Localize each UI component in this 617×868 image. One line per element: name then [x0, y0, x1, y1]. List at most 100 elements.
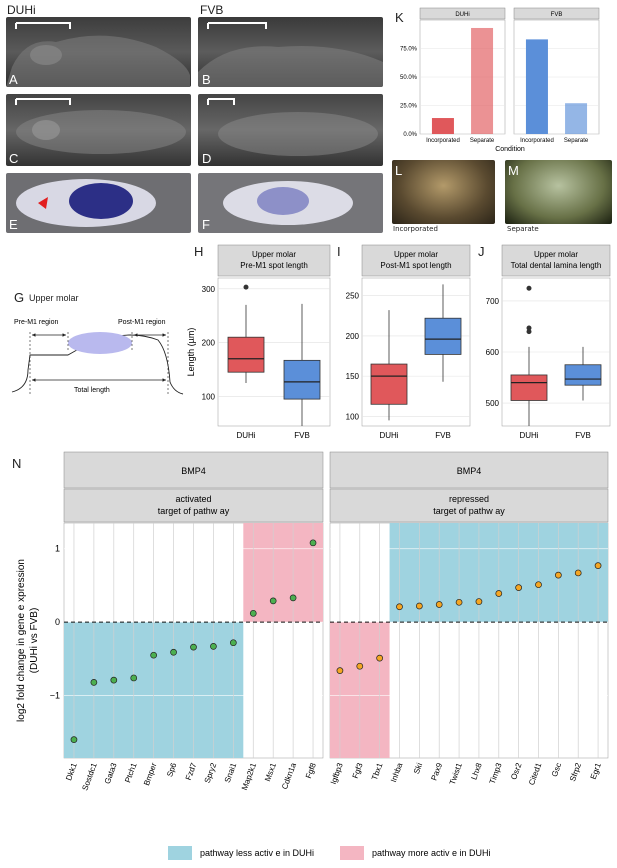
- x-tick-label: Incorporated: [426, 138, 460, 144]
- y-tick-label: 300: [202, 285, 216, 294]
- panel-letter-g: G: [14, 290, 25, 305]
- y-tick-label: 0: [55, 617, 60, 627]
- y-tick-label: 150: [346, 372, 360, 381]
- bar-duhi-incorporated: [431, 118, 454, 134]
- x-tick-label: FVB: [294, 431, 310, 440]
- panel-letter-n: N: [12, 456, 22, 471]
- point-igfbp3: [336, 667, 344, 674]
- strain-label-duhi: DUHi: [7, 3, 36, 17]
- bar-fvb-incorporated: [525, 39, 548, 134]
- gene-label-bmper: Bmper: [142, 761, 159, 787]
- point-cited1: [535, 581, 542, 589]
- strip-bottom-line-2: target of pathw ay: [433, 506, 505, 516]
- strip-line-1: Upper molar: [534, 250, 578, 259]
- gene-label-cited1: Cited1: [527, 761, 544, 786]
- y-axis-title-line-2: (DUHi vs FVB): [29, 608, 40, 674]
- bar-fvb-separate: [565, 103, 588, 134]
- gene-label-snai1: Snai1: [223, 761, 239, 784]
- x-tick-label: Separate: [564, 138, 589, 144]
- strip: [217, 244, 331, 277]
- y-tick-label: 600: [486, 348, 500, 357]
- point-egr1: [594, 562, 602, 569]
- panel-l-photo: [392, 160, 495, 224]
- box-fvb: [564, 364, 602, 386]
- strip-line-1: Upper molar: [252, 250, 296, 259]
- band-more-active: [243, 523, 323, 623]
- y-axis-title-line-1: log2 fold change in gene e xpression: [16, 559, 27, 722]
- point-bmper: [150, 651, 158, 659]
- gene-label-twist1: Twist1: [448, 761, 464, 786]
- y-axis-title: Length (µm): [186, 328, 196, 377]
- gene-label-egr1: Egr1: [589, 761, 603, 780]
- chart-h: Upper molar Pre-M1 spot length 100 200 300 Le…: [186, 244, 331, 440]
- point-pax9: [435, 601, 443, 608]
- point-tbx1: [376, 654, 383, 662]
- point-msx1: [269, 597, 277, 605]
- strip-line-2: Total dental lamina length: [511, 261, 602, 270]
- gene-label-ptch1: Ptch1: [123, 761, 139, 784]
- strip-top-0: [63, 451, 324, 489]
- chart-k: DUHi Incorporated Separate FVB Incorporated S…: [400, 7, 600, 153]
- gene-label-cdkn1a: Cdkn1a: [280, 761, 298, 791]
- point-lhx8: [475, 598, 483, 605]
- x-tick-label: DUHi: [236, 431, 255, 440]
- strip-top-1: [329, 451, 609, 489]
- point-twist1: [455, 598, 463, 606]
- point-cdkn1a: [289, 594, 297, 602]
- panel-b-render: [198, 17, 383, 87]
- strip-line-2: Post-M1 spot length: [380, 261, 451, 270]
- point-spry2: [210, 643, 217, 650]
- y-tick-label: 200: [202, 339, 216, 348]
- box-duhi: [370, 363, 408, 405]
- legend-swatch-more: [340, 846, 364, 860]
- panel-letter-a: A: [9, 72, 18, 87]
- gene-label-igfbp3: Igfbp3: [329, 761, 345, 785]
- panel-letter-k: K: [395, 10, 404, 25]
- strip-top-label: BMP4: [181, 466, 206, 476]
- gene-label-fzd7: Fzd7: [184, 761, 199, 781]
- panel-c-render: [6, 94, 191, 166]
- point-fgf8: [309, 539, 317, 547]
- strip-bottom-1: [329, 488, 609, 523]
- x-tick-label: Separate: [470, 138, 495, 144]
- box-fvb: [283, 359, 321, 400]
- panel-a-render: [6, 17, 191, 87]
- panel-letter-h: H: [194, 244, 204, 259]
- panel-letter-e: E: [9, 217, 18, 232]
- panel-d-render: [198, 94, 383, 166]
- box-duhi: [227, 336, 265, 373]
- strip-bottom-line-2: target of pathw ay: [158, 506, 230, 516]
- panel-letter-i: I: [337, 244, 341, 259]
- panel-letter-m: M: [508, 163, 519, 178]
- strain-label-fvb: FVB: [200, 3, 224, 17]
- gene-label-inhba: Inhba: [389, 761, 404, 783]
- box-fvb: [424, 317, 462, 355]
- point-sfrp2: [574, 569, 582, 577]
- caption-l: Incorporated: [393, 225, 438, 233]
- panel-letter-b: B: [202, 72, 211, 87]
- strip: [361, 244, 471, 277]
- point-map2k1: [249, 609, 257, 617]
- point-fgf3: [356, 662, 364, 670]
- y-tick-label: 50.0%: [400, 75, 418, 81]
- strip-line-1: Upper molar: [394, 250, 438, 259]
- x-tick-label: Incorporated: [520, 138, 554, 144]
- gene-label-sp6: Sp6: [165, 761, 179, 778]
- x-tick-label: FVB: [435, 431, 451, 440]
- y-tick-label: 25.0%: [400, 104, 418, 110]
- y-tick-label: 0.0%: [403, 132, 417, 138]
- point-ptch1: [130, 674, 138, 682]
- chart-n: BMP4 activated target of pathw ay Dkk1 Sostd…: [16, 451, 609, 860]
- point-gata3: [110, 676, 118, 684]
- point-dkk1: [70, 736, 78, 743]
- x-axis-title: Condition: [495, 146, 525, 153]
- panel-letter-l: L: [395, 163, 403, 178]
- gene-label-gata3: Gata3: [103, 761, 119, 785]
- gene-label-msx1: Msx1: [263, 761, 278, 783]
- y-tick-label: 1: [55, 544, 60, 554]
- panel-e-stain: [6, 173, 191, 233]
- gene-label-pax9: Pax9: [429, 761, 444, 782]
- y-tick-label: 500: [486, 399, 500, 408]
- y-tick-label: 200: [346, 332, 360, 341]
- point-osr2: [515, 584, 522, 591]
